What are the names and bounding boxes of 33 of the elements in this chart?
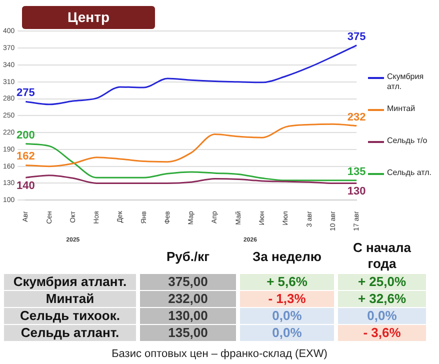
text: 375,00: [140, 274, 236, 290]
data-label: 130: [347, 186, 366, 198]
text: Сельдь атлант.: [4, 325, 136, 341]
text: С начала года: [352, 240, 412, 272]
data-label: 375: [347, 30, 366, 43]
legend-label: Минтай: [387, 104, 416, 114]
text: 0,0%: [240, 325, 334, 341]
data-label: 275: [16, 87, 35, 100]
legend-label: Скумбрия атл.: [387, 72, 425, 92]
legend-label: Сельдь атл.: [387, 168, 433, 178]
text: 135,00: [140, 325, 236, 341]
text: - 1,3%: [240, 291, 334, 307]
text: 232,00: [140, 291, 236, 307]
data-label: 140: [16, 180, 35, 192]
chart-title: Центр: [22, 6, 155, 29]
text: + 32,6%: [338, 291, 426, 307]
text: Руб./кг: [165, 249, 211, 265]
text: 0,0%: [240, 308, 334, 324]
data-label: 162: [16, 150, 35, 163]
text: Сельдь тихоок.: [4, 308, 136, 324]
text: Базис оптовых цен – франко-склад (EXW): [110, 348, 328, 360]
data-label: 200: [16, 129, 35, 142]
text: 130,00: [140, 308, 236, 324]
data-label: 232: [347, 111, 366, 124]
text: 0,0%: [338, 308, 426, 324]
text: Скумбрия атлант.: [4, 274, 136, 290]
legend-label: Сельдь т/о: [387, 136, 428, 146]
text: Минтай: [4, 291, 136, 307]
data-label: 135: [347, 166, 366, 178]
text: + 5,6%: [240, 274, 334, 290]
text: За неделю: [252, 249, 322, 265]
text: - 3,6%: [338, 325, 426, 341]
text: + 25,0%: [338, 274, 426, 290]
